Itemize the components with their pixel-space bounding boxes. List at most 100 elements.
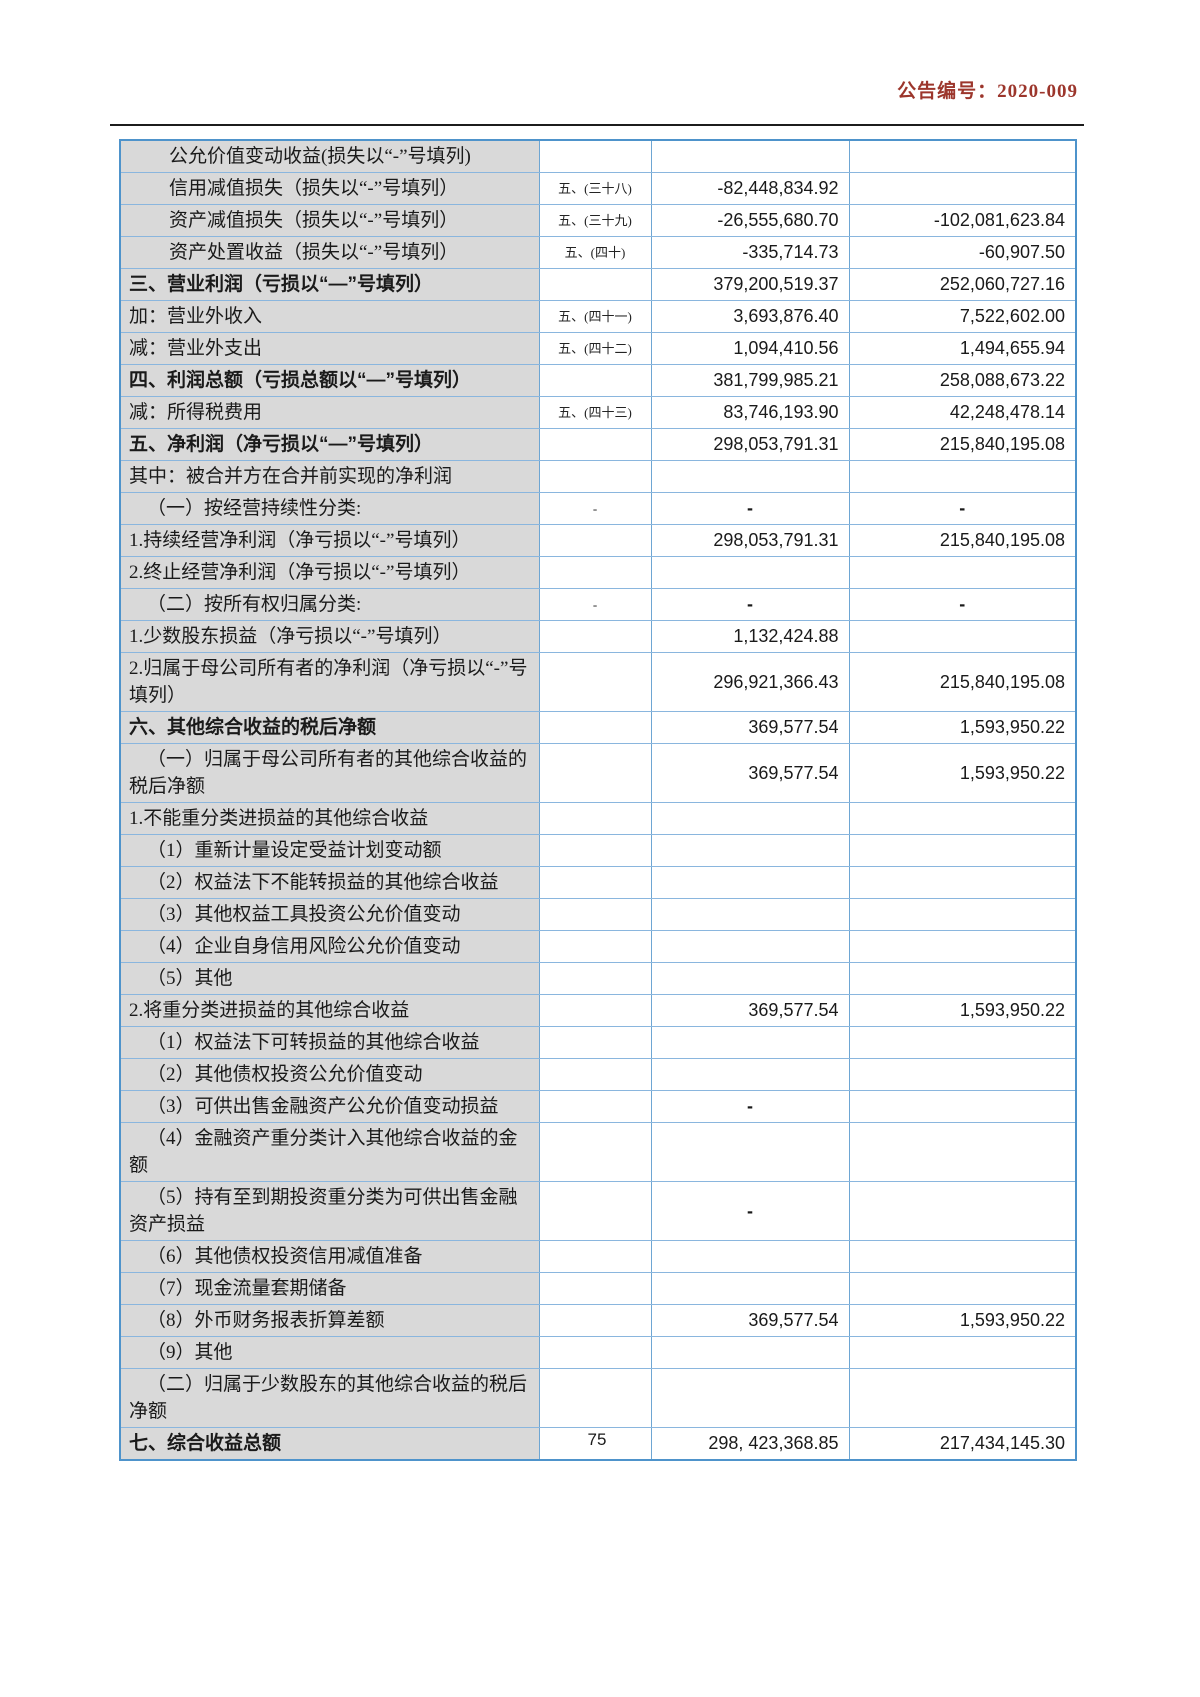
item-label: 三、营业利润（亏损以“—”号填列）: [119, 268, 540, 301]
table-row: （一）归属于母公司所有者的其他综合收益的税后净额 369,577.54 1,593,…: [119, 743, 1077, 803]
current-period-value: -: [650, 588, 850, 621]
prior-period-value: [848, 1272, 1077, 1305]
note-ref: 五、(三十八): [538, 172, 652, 205]
header-divider: [110, 124, 1084, 126]
note-ref: [538, 1240, 652, 1273]
note-ref: [538, 1336, 652, 1369]
note-ref: [538, 1427, 652, 1461]
current-period-value: [650, 1058, 850, 1091]
table-row: （9）其他: [119, 1336, 1077, 1369]
current-period-value: -: [650, 1181, 850, 1241]
current-period-value: [650, 1368, 850, 1428]
table-row: （4）企业自身信用风险公允价值变动: [119, 930, 1077, 963]
item-label: （3）可供出售金融资产公允价值变动损益: [119, 1090, 540, 1123]
prior-period-value: [848, 1058, 1077, 1091]
prior-period-value: [848, 802, 1077, 835]
note-ref: -: [538, 492, 652, 525]
item-label: 1.少数股东损益（净亏损以“-”号填列）: [119, 620, 540, 653]
table-row: （5）持有至到期投资重分类为可供出售金融资产损益 -: [119, 1181, 1077, 1241]
item-label: （1）权益法下可转损益的其他综合收益: [119, 1026, 540, 1059]
prior-period-value: 215,840,195.08: [848, 652, 1077, 712]
note-ref: -: [538, 588, 652, 621]
prior-period-value: -60,907.50: [848, 236, 1077, 269]
item-label: 四、利润总额（亏损总额以“—”号填列）: [119, 364, 540, 397]
table-row: 其中：被合并方在合并前实现的净利润: [119, 460, 1077, 493]
prior-period-value: 7,522,602.00: [848, 300, 1077, 333]
note-ref: [538, 524, 652, 557]
item-label: 2.归属于母公司所有者的净利润（净亏损以“-”号填列）: [119, 652, 540, 712]
item-label: 1.持续经营净利润（净亏损以“-”号填列）: [119, 524, 540, 557]
prior-period-value: [848, 1336, 1077, 1369]
item-label: （1）重新计量设定受益计划变动额: [119, 834, 540, 867]
table-row: 减：所得税费用 五、(四十三) 83,746,193.90 42,248,478.14: [119, 396, 1077, 429]
table-row: 公允价值变动收益(损失以“-”号填列): [119, 139, 1077, 173]
note-ref: [538, 994, 652, 1027]
note-ref: [538, 364, 652, 397]
prior-period-value: 1,593,950.22: [848, 1304, 1077, 1337]
current-period-value: 3,693,876.40: [650, 300, 850, 333]
current-period-value: 83,746,193.90: [650, 396, 850, 429]
note-ref: [538, 139, 652, 173]
current-period-value: [650, 1336, 850, 1369]
current-period-value: [650, 802, 850, 835]
table-row: （一）按经营持续性分类: - - -: [119, 492, 1077, 525]
current-period-value: [650, 866, 850, 899]
table-row: （4）金融资产重分类计入其他综合收益的金额: [119, 1122, 1077, 1182]
prior-period-value: [848, 1122, 1077, 1182]
table-row: （7）现金流量套期储备: [119, 1272, 1077, 1305]
current-period-value: [650, 834, 850, 867]
table-row: 2.将重分类进损益的其他综合收益 369,577.54 1,593,950.22: [119, 994, 1077, 1027]
item-label: 公允价值变动收益(损失以“-”号填列): [119, 139, 540, 173]
table-row: 1.不能重分类进损益的其他综合收益: [119, 802, 1077, 835]
note-ref: [538, 1026, 652, 1059]
prior-period-value: [848, 1240, 1077, 1273]
income-statement-table: 公允价值变动收益(损失以“-”号填列) 信用减值损失（损失以“-”号填列） 五、(三…: [119, 139, 1077, 1461]
prior-period-value: [848, 962, 1077, 995]
note-ref: 五、(四十二): [538, 332, 652, 365]
current-period-value: 1,132,424.88: [650, 620, 850, 653]
prior-period-value: 215,840,195.08: [848, 524, 1077, 557]
current-period-value: -: [650, 492, 850, 525]
item-label: （8）外币财务报表折算差额: [119, 1304, 540, 1337]
table-row: （1）权益法下可转损益的其他综合收益: [119, 1026, 1077, 1059]
prior-period-value: 217,434,145.30: [848, 1427, 1077, 1461]
item-label: （5）其他: [119, 962, 540, 995]
note-ref: [538, 428, 652, 461]
announcement-number: 公告编号：2020-009: [897, 81, 1078, 102]
item-label: （2）权益法下不能转损益的其他综合收益: [119, 866, 540, 899]
table-row: （2）权益法下不能转损益的其他综合收益: [119, 866, 1077, 899]
prior-period-value: [848, 1090, 1077, 1123]
note-ref: [538, 834, 652, 867]
item-label: （一）按经营持续性分类:: [119, 492, 540, 525]
note-ref: [538, 1304, 652, 1337]
table-row: 2.终止经营净利润（净亏损以“-”号填列）: [119, 556, 1077, 589]
item-label: 1.不能重分类进损益的其他综合收益: [119, 802, 540, 835]
table-row: （1）重新计量设定受益计划变动额: [119, 834, 1077, 867]
table-row: （6）其他债权投资信用减值准备: [119, 1240, 1077, 1273]
item-label: （4）企业自身信用风险公允价值变动: [119, 930, 540, 963]
item-label: 减：所得税费用: [119, 396, 540, 429]
prior-period-value: [848, 556, 1077, 589]
current-period-value: 369,577.54: [650, 743, 850, 803]
prior-period-value: 1,593,950.22: [848, 711, 1077, 744]
note-ref: [538, 1368, 652, 1428]
current-period-value: 369,577.54: [650, 1304, 850, 1337]
prior-period-value: 1,593,950.22: [848, 743, 1077, 803]
note-ref: 五、(四十): [538, 236, 652, 269]
table-row: （2）其他债权投资公允价值变动: [119, 1058, 1077, 1091]
current-period-value: [650, 460, 850, 493]
prior-period-value: [848, 930, 1077, 963]
table-row: 减：营业外支出 五、(四十二) 1,094,410.56 1,494,655.94: [119, 332, 1077, 365]
prior-period-value: 1,494,655.94: [848, 332, 1077, 365]
note-ref: [538, 711, 652, 744]
current-period-value: [650, 556, 850, 589]
prior-period-value: [848, 866, 1077, 899]
prior-period-value: [848, 172, 1077, 205]
note-ref: [538, 1122, 652, 1182]
prior-period-value: [848, 460, 1077, 493]
item-label: 2.将重分类进损益的其他综合收益: [119, 994, 540, 1027]
current-period-value: 369,577.54: [650, 994, 850, 1027]
current-period-value: [650, 962, 850, 995]
table-row: 六、其他综合收益的税后净额 369,577.54 1,593,950.22: [119, 711, 1077, 744]
